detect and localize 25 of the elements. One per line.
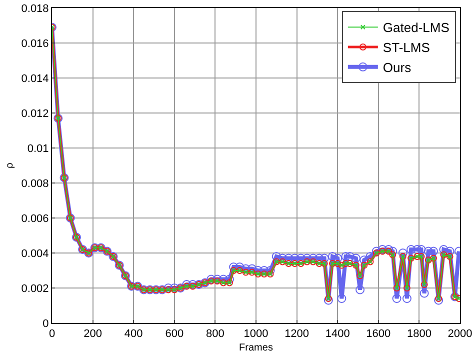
y-tick-label: 0.004 bbox=[21, 248, 49, 260]
y-tick-label: 0.006 bbox=[21, 212, 49, 225]
y-axis-title: ρ bbox=[4, 162, 16, 168]
y-tick-label: 0.012 bbox=[21, 108, 49, 120]
y-tick-label: 0.008 bbox=[21, 178, 49, 190]
y-tick-label: 0.016 bbox=[21, 38, 49, 50]
x-axis-title: Frames bbox=[239, 342, 273, 354]
x-tick-label: 2000 bbox=[448, 328, 472, 340]
x-tick-label: 200 bbox=[84, 328, 102, 340]
x-tick-label: 1600 bbox=[366, 328, 391, 340]
x-tick-label: 600 bbox=[165, 328, 184, 340]
x-tick-label: 1200 bbox=[284, 328, 310, 340]
legend-label: ST-LMS bbox=[382, 40, 430, 56]
x-tick-label: 1000 bbox=[244, 328, 268, 340]
y-tick-label: 0 bbox=[42, 318, 49, 330]
x-tick-label: 400 bbox=[124, 328, 143, 340]
x-tick-label: 800 bbox=[206, 328, 224, 340]
y-tick-label: 0.018 bbox=[21, 2, 49, 15]
y-tick-label: 0.014 bbox=[21, 72, 49, 85]
legend-label: Gated-LMS bbox=[382, 20, 450, 36]
y-tick-label: 0.01 bbox=[27, 142, 49, 155]
x-tick-label: 1400 bbox=[325, 328, 350, 340]
y-tick-label: 0.002 bbox=[21, 282, 49, 295]
x-tick-label: 1800 bbox=[406, 328, 432, 340]
legend-label: Ours bbox=[382, 60, 412, 75]
